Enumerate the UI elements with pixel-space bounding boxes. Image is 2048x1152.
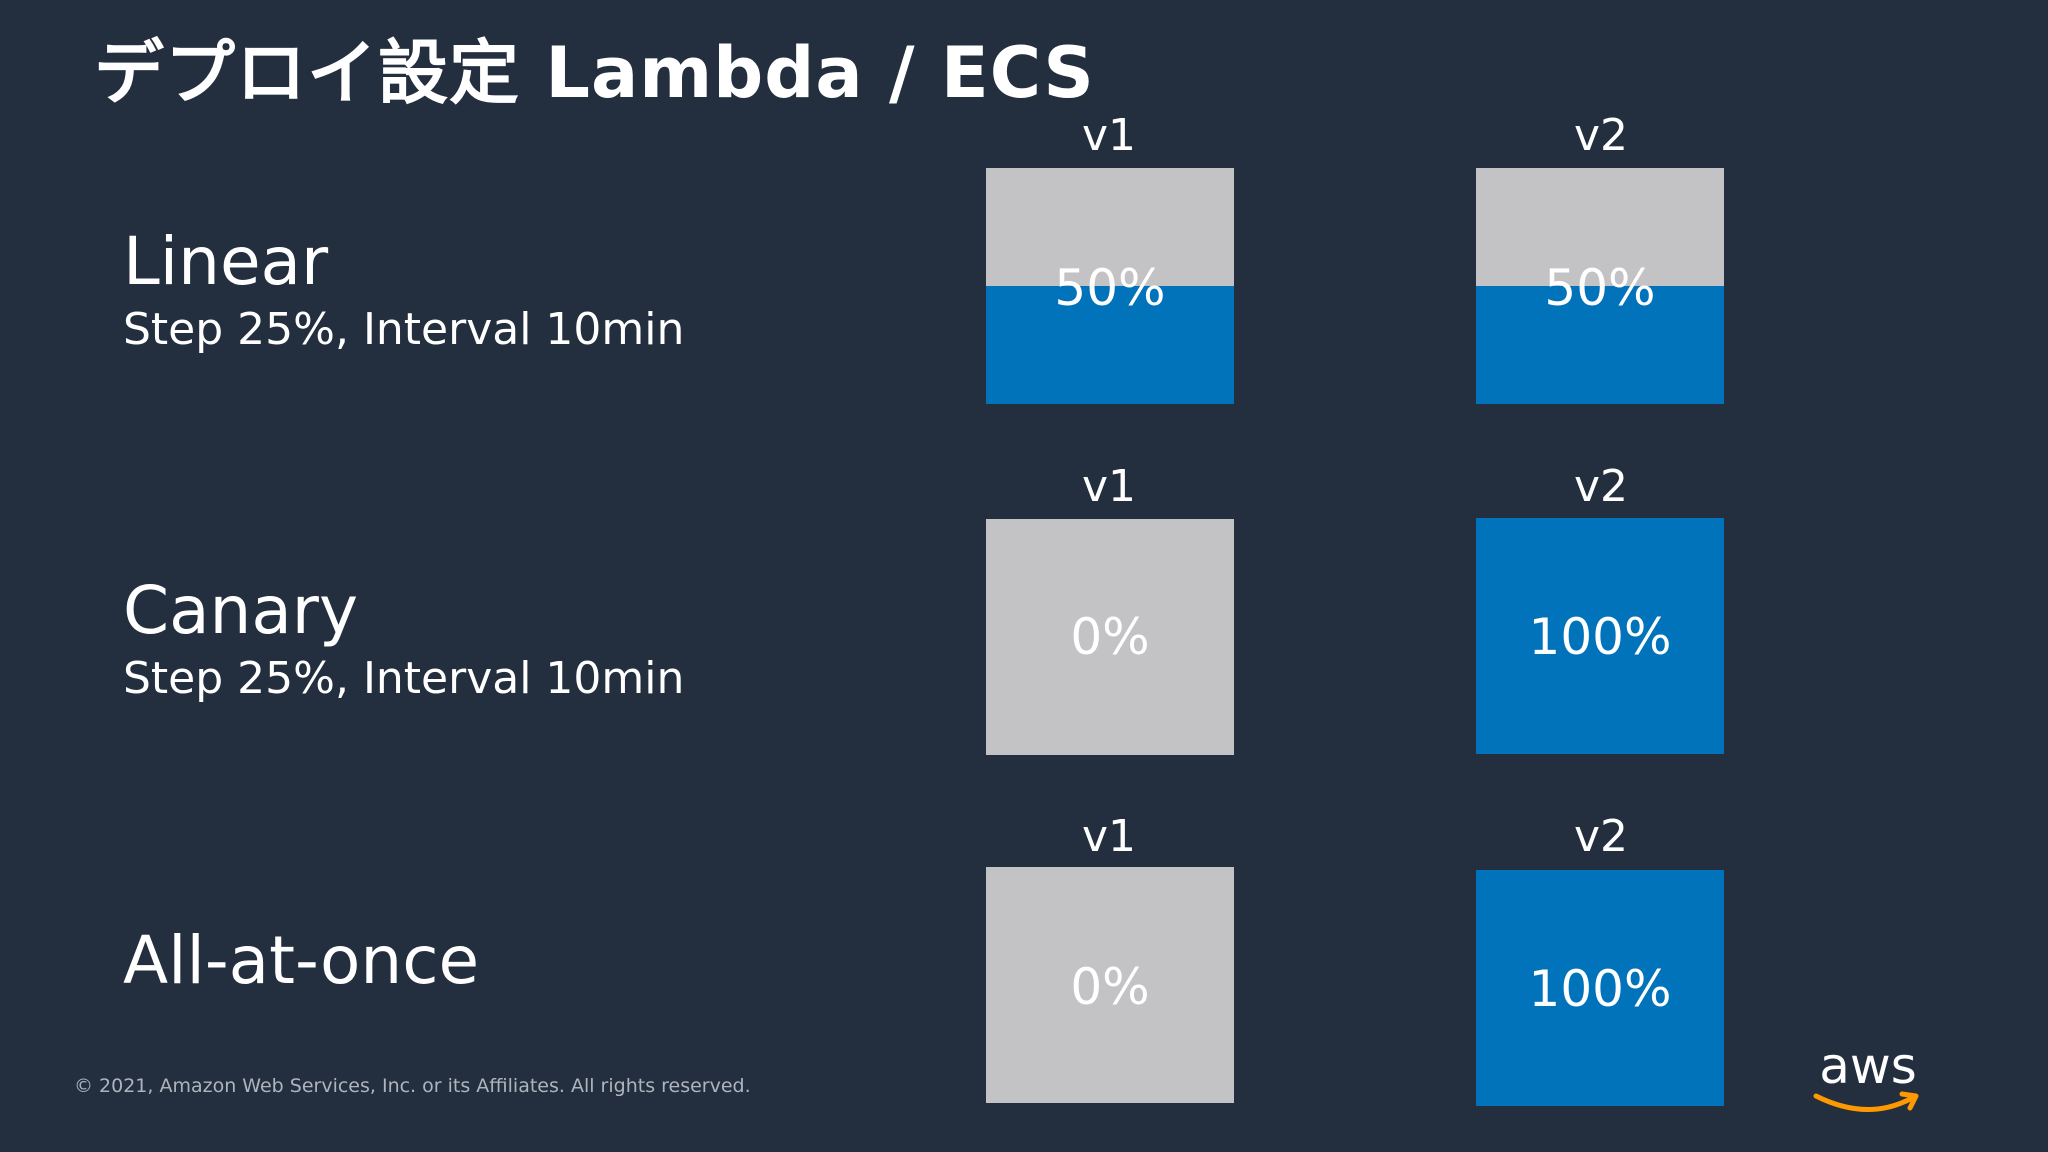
strategy-canary-name: Canary bbox=[123, 572, 358, 649]
strategy-linear-detail: Step 25%, Interval 10min bbox=[123, 304, 685, 355]
all-at-once-v1-percent: 0% bbox=[1070, 958, 1150, 1016]
copyright-notice: © 2021, Amazon Web Services, Inc. or its… bbox=[74, 1075, 751, 1097]
all-at-once-v1-traffic-box: 0% bbox=[986, 867, 1234, 1103]
canary-v2-traffic-box: 100% bbox=[1476, 518, 1724, 754]
aws-logo: aws bbox=[1808, 1036, 1928, 1116]
linear-v1-fill bbox=[986, 286, 1234, 404]
canary-v2-percent: 100% bbox=[1528, 608, 1672, 666]
linear-v2-label: v2 bbox=[1573, 110, 1629, 161]
aws-logo-text: aws bbox=[1819, 1037, 1917, 1095]
linear-v2-fill bbox=[1476, 286, 1724, 404]
canary-v1-traffic-box: 0% bbox=[986, 519, 1234, 755]
slide-title: デプロイ設定 Lambda / ECS bbox=[94, 32, 1095, 114]
all-at-once-v2-fill bbox=[1476, 870, 1724, 1106]
aws-smile-curve bbox=[1813, 1093, 1915, 1112]
linear-v2-traffic-box: 50% bbox=[1476, 168, 1724, 404]
all-at-once-v2-traffic-box: 100% bbox=[1476, 870, 1724, 1106]
strategy-all-at-once-name: All-at-once bbox=[123, 922, 480, 999]
all-at-once-v2-label: v2 bbox=[1573, 811, 1629, 862]
strategy-canary-detail: Step 25%, Interval 10min bbox=[123, 653, 685, 704]
linear-v1-label: v1 bbox=[1081, 110, 1137, 161]
canary-v1-percent: 0% bbox=[1070, 608, 1150, 666]
linear-v2-percent: 50% bbox=[1544, 259, 1656, 317]
aws-smile-arrowhead bbox=[1899, 1091, 1919, 1111]
aws-smile-icon bbox=[1813, 1091, 1919, 1112]
canary-v2-label: v2 bbox=[1573, 461, 1629, 512]
linear-v1-percent: 50% bbox=[1054, 259, 1166, 317]
strategy-linear-name: Linear bbox=[123, 223, 329, 300]
canary-v2-fill bbox=[1476, 518, 1724, 754]
all-at-once-v1-label: v1 bbox=[1081, 811, 1137, 862]
linear-v1-traffic-box: 50% bbox=[986, 168, 1234, 404]
canary-v1-label: v1 bbox=[1081, 461, 1137, 512]
all-at-once-v2-percent: 100% bbox=[1528, 960, 1672, 1018]
